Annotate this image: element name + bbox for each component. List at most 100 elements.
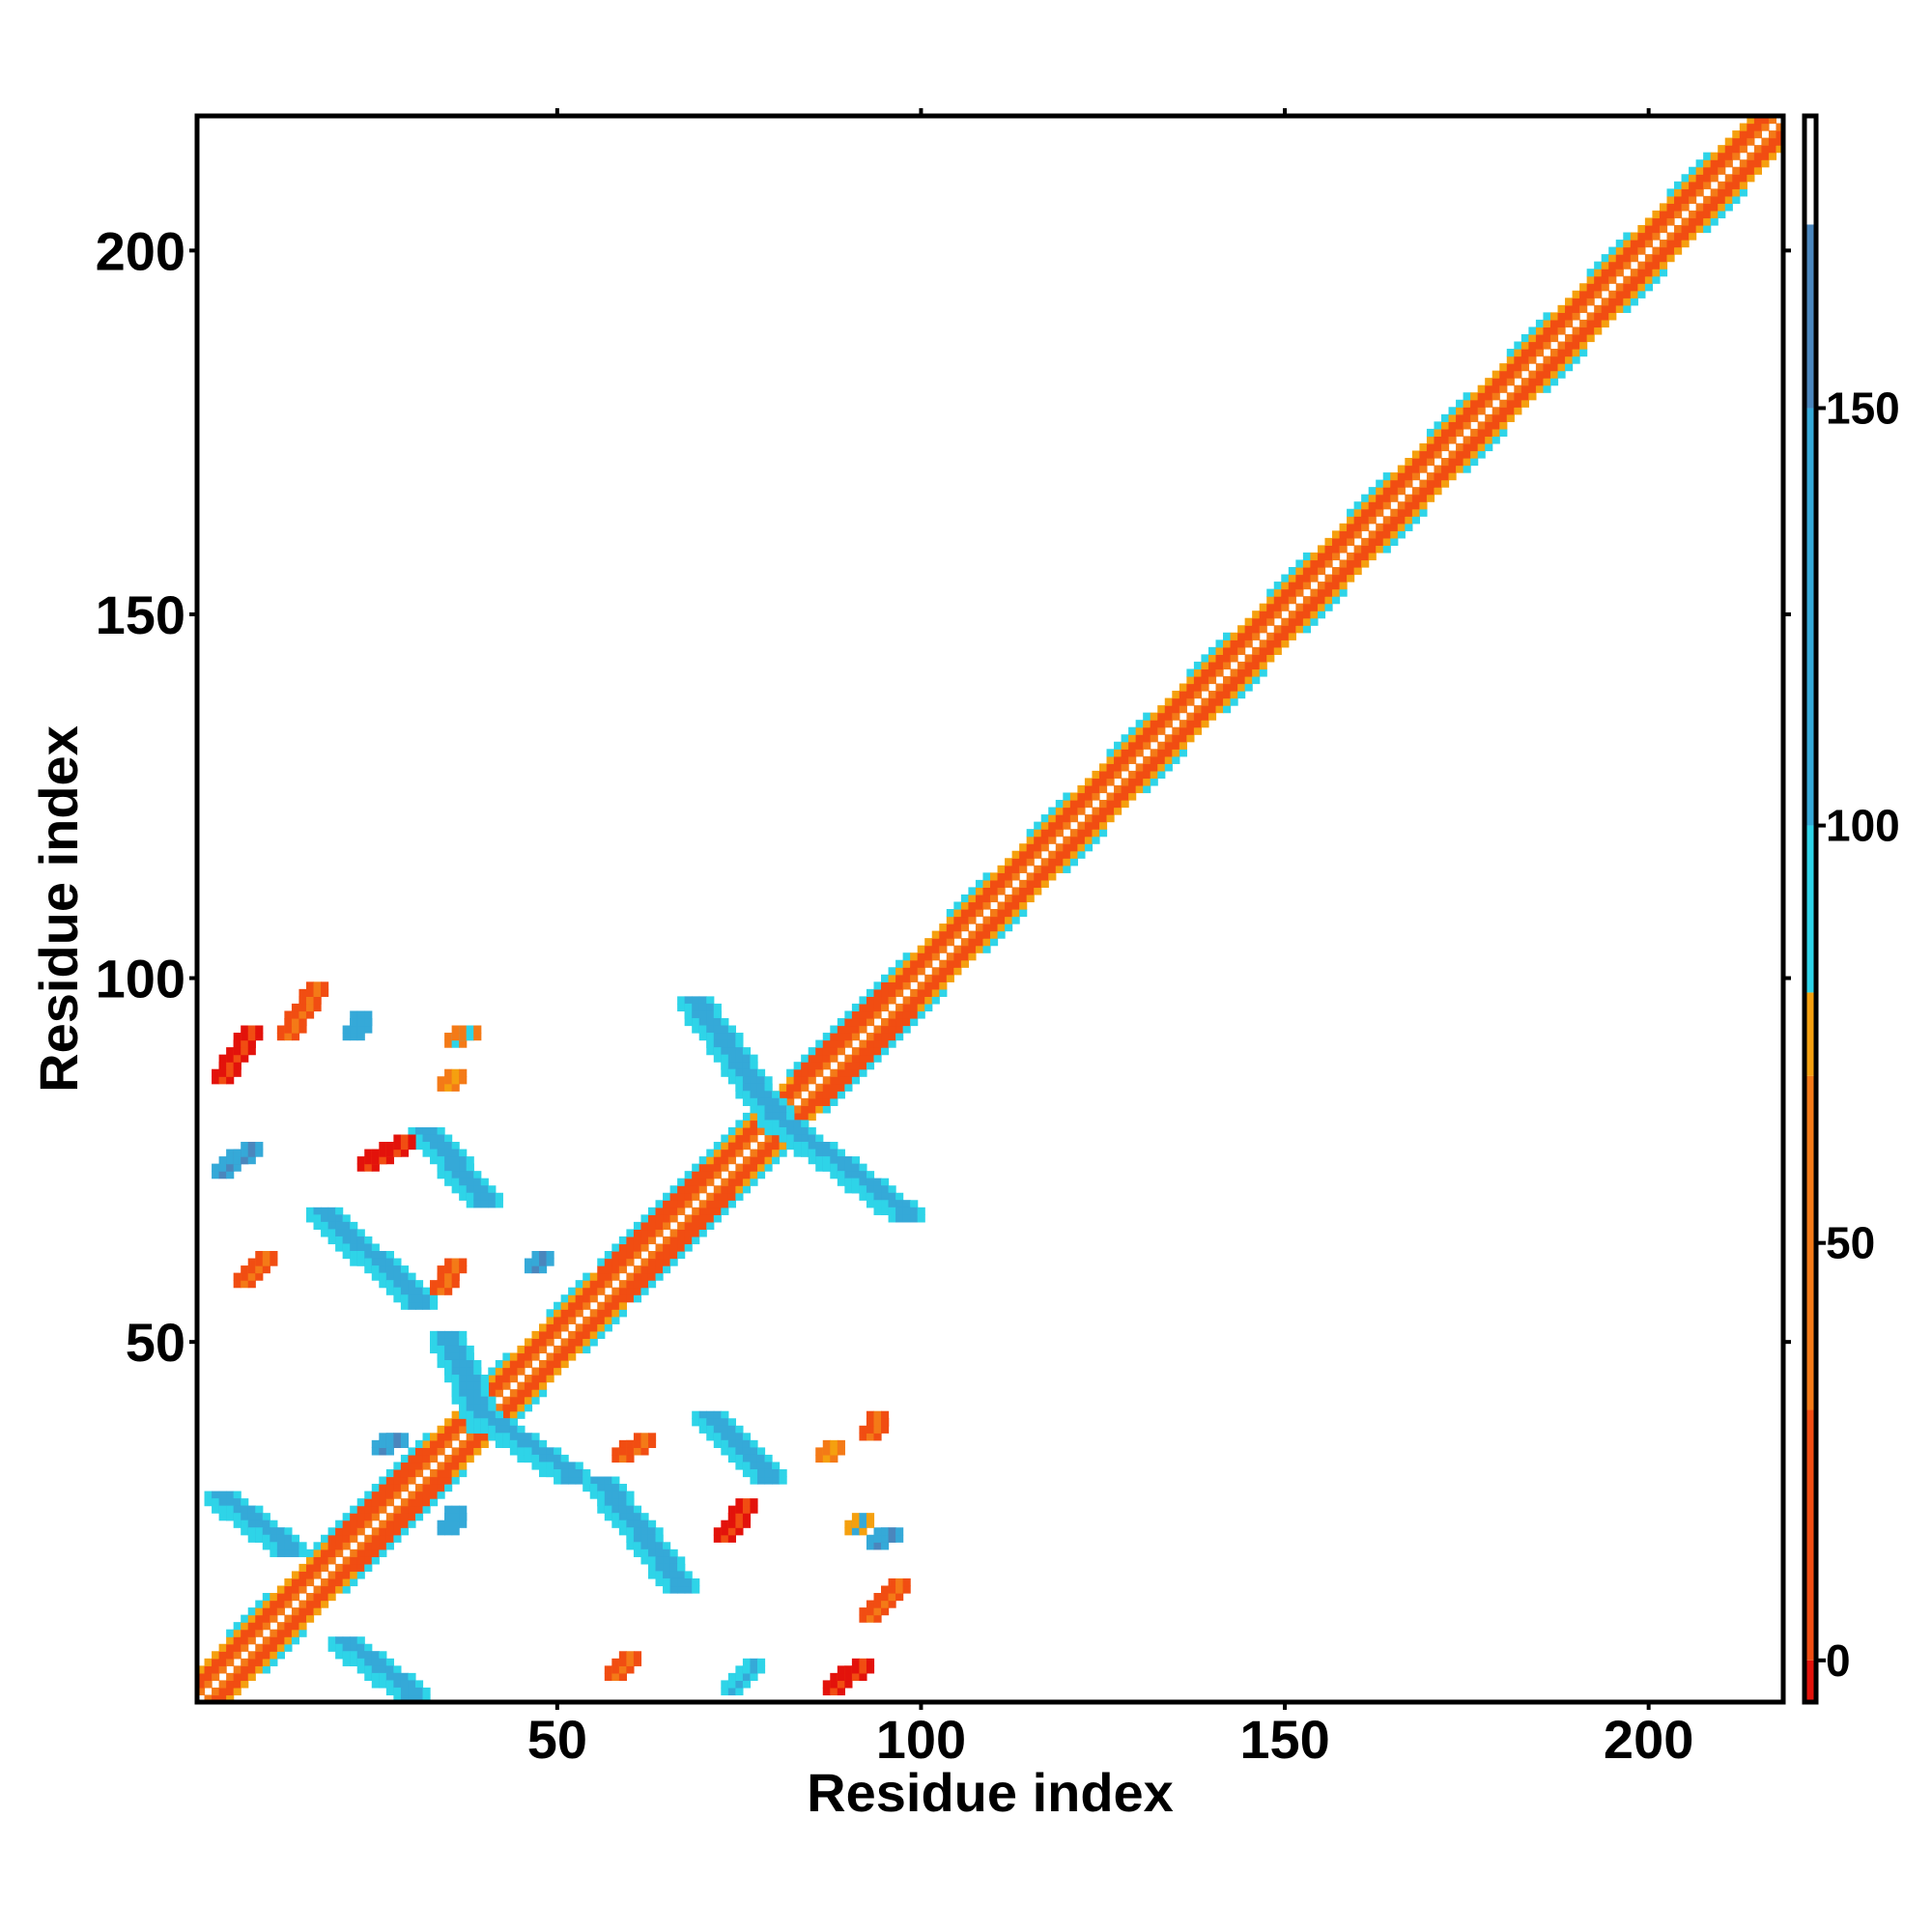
heatmap-cell [640,1214,649,1223]
heatmap-cell [371,1651,380,1660]
heatmap-cell [226,1491,235,1499]
heatmap-cell [1208,675,1217,685]
heatmap-cell [241,1025,249,1034]
heatmap-cell [1440,436,1450,444]
heatmap-cell [546,1367,554,1376]
heatmap-cell [385,1680,394,1689]
heatmap-cell [1506,392,1515,401]
heatmap-cell [335,1229,344,1237]
heatmap-cell [350,1505,358,1514]
heatmap-cell [1608,269,1617,277]
heatmap-cell [721,1039,729,1048]
heatmap-cell [1193,712,1203,721]
heatmap-cell [960,901,970,910]
heatmap-cell [1252,668,1261,677]
heatmap-cell [1295,588,1304,597]
heatmap-cell [1520,399,1529,408]
heatmap-cell [721,1017,729,1027]
heatmap-cell [611,1476,620,1485]
heatmap-cell [480,1185,489,1194]
colorbar-tick-label: 0 [1826,1635,1851,1686]
heatmap-cell [1623,290,1632,298]
heatmap-cell [1499,370,1508,379]
heatmap-cell [350,1520,358,1528]
heatmap-cell [1477,450,1486,459]
heatmap-cell [575,1476,583,1485]
heatmap-cell [414,1498,424,1507]
heatmap-cell [212,1687,220,1696]
heatmap-cell [655,1563,664,1573]
heatmap-cell [604,1272,612,1281]
heatmap-cell [801,1076,810,1085]
heatmap-cell [270,1636,278,1645]
heatmap-cell [626,1236,635,1245]
heatmap-cell [546,1447,554,1456]
heatmap-cell [1703,217,1712,226]
heatmap-cell [385,1658,394,1666]
heatmap-cell [408,1462,416,1470]
heatmap-cell [342,1229,351,1237]
heatmap-cell [1594,327,1603,335]
heatmap-cell [451,1076,460,1085]
heatmap-cell [895,1593,904,1602]
heatmap-cell [459,1447,468,1456]
heatmap-cell [262,1513,270,1521]
heatmap-cell [677,1236,686,1245]
heatmap-cell [1382,479,1391,488]
heatmap-cell [735,1433,744,1441]
heatmap-cell [356,1542,365,1550]
heatmap-cell [1164,720,1173,728]
heatmap-cell [1747,123,1755,131]
heatmap-cell [735,1680,744,1689]
heatmap-cell [727,1520,736,1528]
heatmap-cell [750,1178,758,1186]
heatmap-cell [764,1126,773,1136]
heatmap-cell [756,1149,766,1157]
heatmap-cell [226,1513,235,1521]
heatmap-cell [356,1236,365,1245]
heatmap-cell [1069,829,1078,838]
heatmap-cell [298,1622,307,1631]
heatmap-cell [975,930,984,939]
heatmap-cell [881,996,890,1005]
heatmap-cell [669,1577,678,1587]
heatmap-cell [633,1542,642,1550]
heatmap-cell [430,1491,439,1499]
heatmap-cell [1069,807,1078,815]
heatmap-cell [742,1120,752,1128]
heatmap-cell [1666,240,1675,248]
heatmap-cell [247,1258,256,1266]
heatmap-cell [327,1577,336,1587]
heatmap-cell [393,1149,402,1157]
heatmap-cell [1084,821,1094,830]
heatmap-cell [582,1294,591,1303]
heatmap-cell [1281,639,1290,648]
heatmap-cell [422,1491,431,1499]
heatmap-cell [946,916,954,924]
heatmap-cell [698,1003,707,1012]
heatmap-cell [1753,166,1763,175]
heatmap-cell [873,1200,882,1208]
heatmap-cell [1040,821,1049,830]
heatmap-cell [997,901,1006,910]
heatmap-cell [1092,836,1100,844]
heatmap-cell [750,1163,758,1172]
heatmap-cell [1324,596,1333,605]
heatmap-cell [226,1643,235,1652]
heatmap-cell [444,1462,453,1470]
heatmap-cell [1689,224,1697,234]
heatmap-cell [241,1272,249,1281]
heatmap-cell [727,1171,736,1179]
heatmap-cell [692,1418,700,1427]
heatmap-cell [997,923,1006,932]
heatmap-cell [859,1039,867,1048]
heatmap-cell [218,1505,227,1514]
heatmap-cell [451,1149,460,1157]
heatmap-cell [1405,516,1413,525]
heatmap-cell [910,959,919,968]
heatmap-cell [844,1672,853,1682]
heatmap-cell [1317,552,1326,561]
heatmap-cell [1172,697,1180,706]
heatmap-cell [342,1636,351,1645]
heatmap-cell [444,1039,453,1048]
